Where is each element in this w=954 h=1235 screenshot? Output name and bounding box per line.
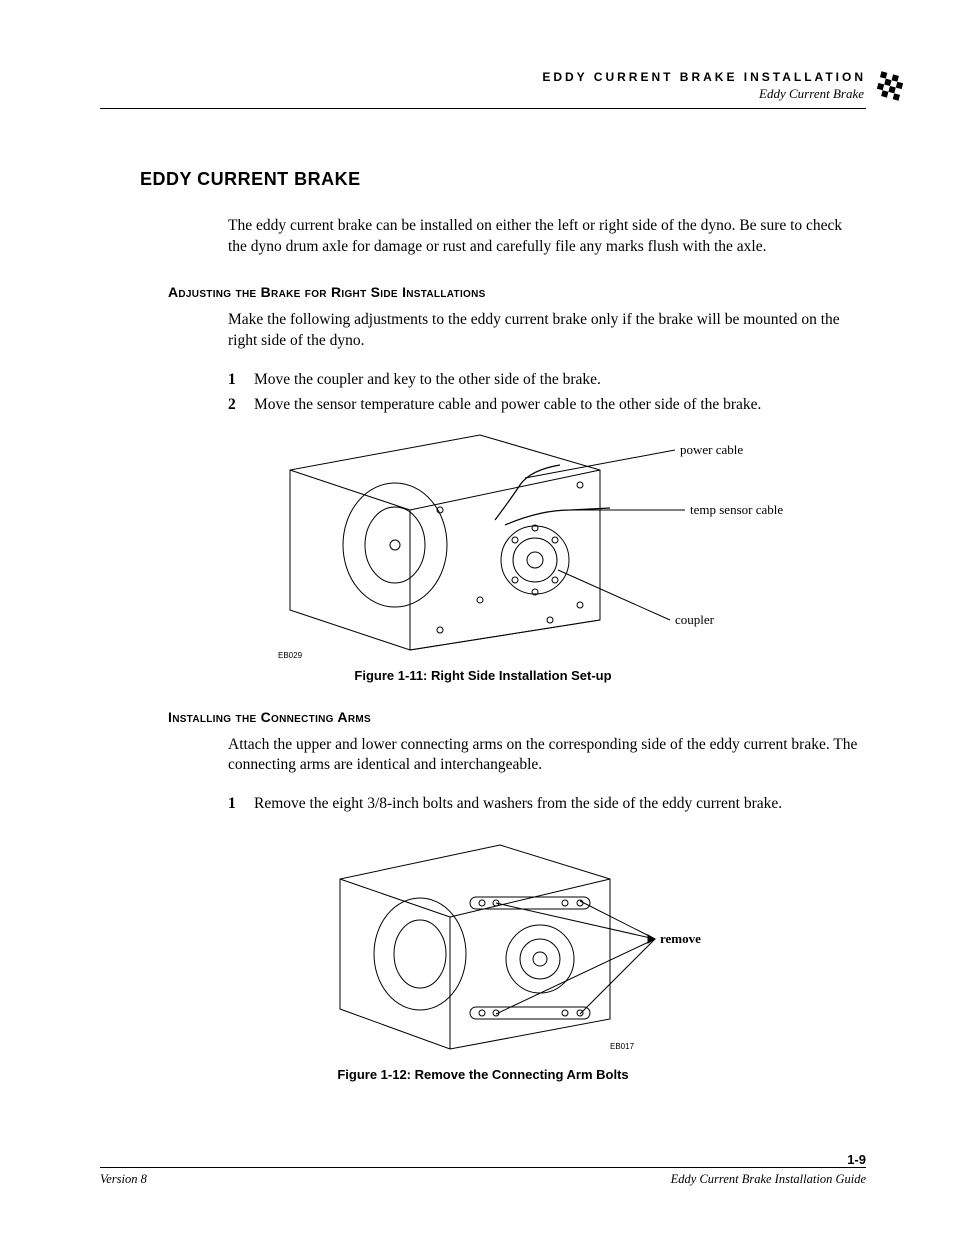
step-number: 1 [228, 794, 254, 815]
subhead-installing: Installing the Connecting Arms [168, 709, 866, 725]
figure-1-12: EB017 remove [310, 839, 740, 1059]
figure-ref: EB017 [610, 1042, 635, 1051]
step-text: Move the coupler and key to the other si… [254, 370, 601, 391]
figure-1-12-caption: Figure 1-12: Remove the Connecting Arm B… [100, 1067, 866, 1082]
callout-power-cable: power cable [680, 442, 743, 458]
page-number: 1-9 [847, 1152, 866, 1167]
figure-ref: EB029 [278, 651, 303, 660]
footer-version: Version 8 [100, 1172, 147, 1187]
list-item: 1 Move the coupler and key to the other … [228, 370, 866, 391]
step-number: 1 [228, 370, 254, 391]
list-item: 2 Move the sensor temperature cable and … [228, 395, 866, 416]
callout-temp-sensor: temp sensor cable [690, 502, 783, 518]
figure-1-11: EB029 power cable temp sensor cable coup… [270, 430, 830, 660]
section-title: EDDY CURRENT BRAKE [140, 169, 866, 190]
checkered-flag-icon [872, 68, 908, 104]
intro-paragraph: The eddy current brake can be installed … [228, 216, 856, 258]
step-text: Move the sensor temperature cable and po… [254, 395, 761, 416]
page-header: EDDY CURRENT BRAKE INSTALLATION Eddy Cur… [100, 70, 866, 109]
page-footer: Version 8 Eddy Current Brake Installatio… [100, 1167, 866, 1187]
sub2-paragraph: Attach the upper and lower connecting ar… [228, 735, 866, 777]
subhead-adjusting: Adjusting the Brake for Right Side Insta… [168, 284, 866, 300]
figure-1-11-caption: Figure 1-11: Right Side Installation Set… [100, 668, 866, 683]
step-text: Remove the eight 3/8-inch bolts and wash… [254, 794, 782, 815]
running-head-section: Eddy Current Brake [100, 86, 866, 102]
list-item: 1 Remove the eight 3/8-inch bolts and wa… [228, 794, 866, 815]
step-number: 2 [228, 395, 254, 416]
footer-guide-title: Eddy Current Brake Installation Guide [671, 1172, 866, 1187]
callout-remove: remove [660, 931, 701, 947]
sub1-paragraph: Make the following adjustments to the ed… [228, 310, 866, 352]
callout-coupler: coupler [675, 612, 714, 628]
running-head-chapter: EDDY CURRENT BRAKE INSTALLATION [100, 70, 866, 84]
